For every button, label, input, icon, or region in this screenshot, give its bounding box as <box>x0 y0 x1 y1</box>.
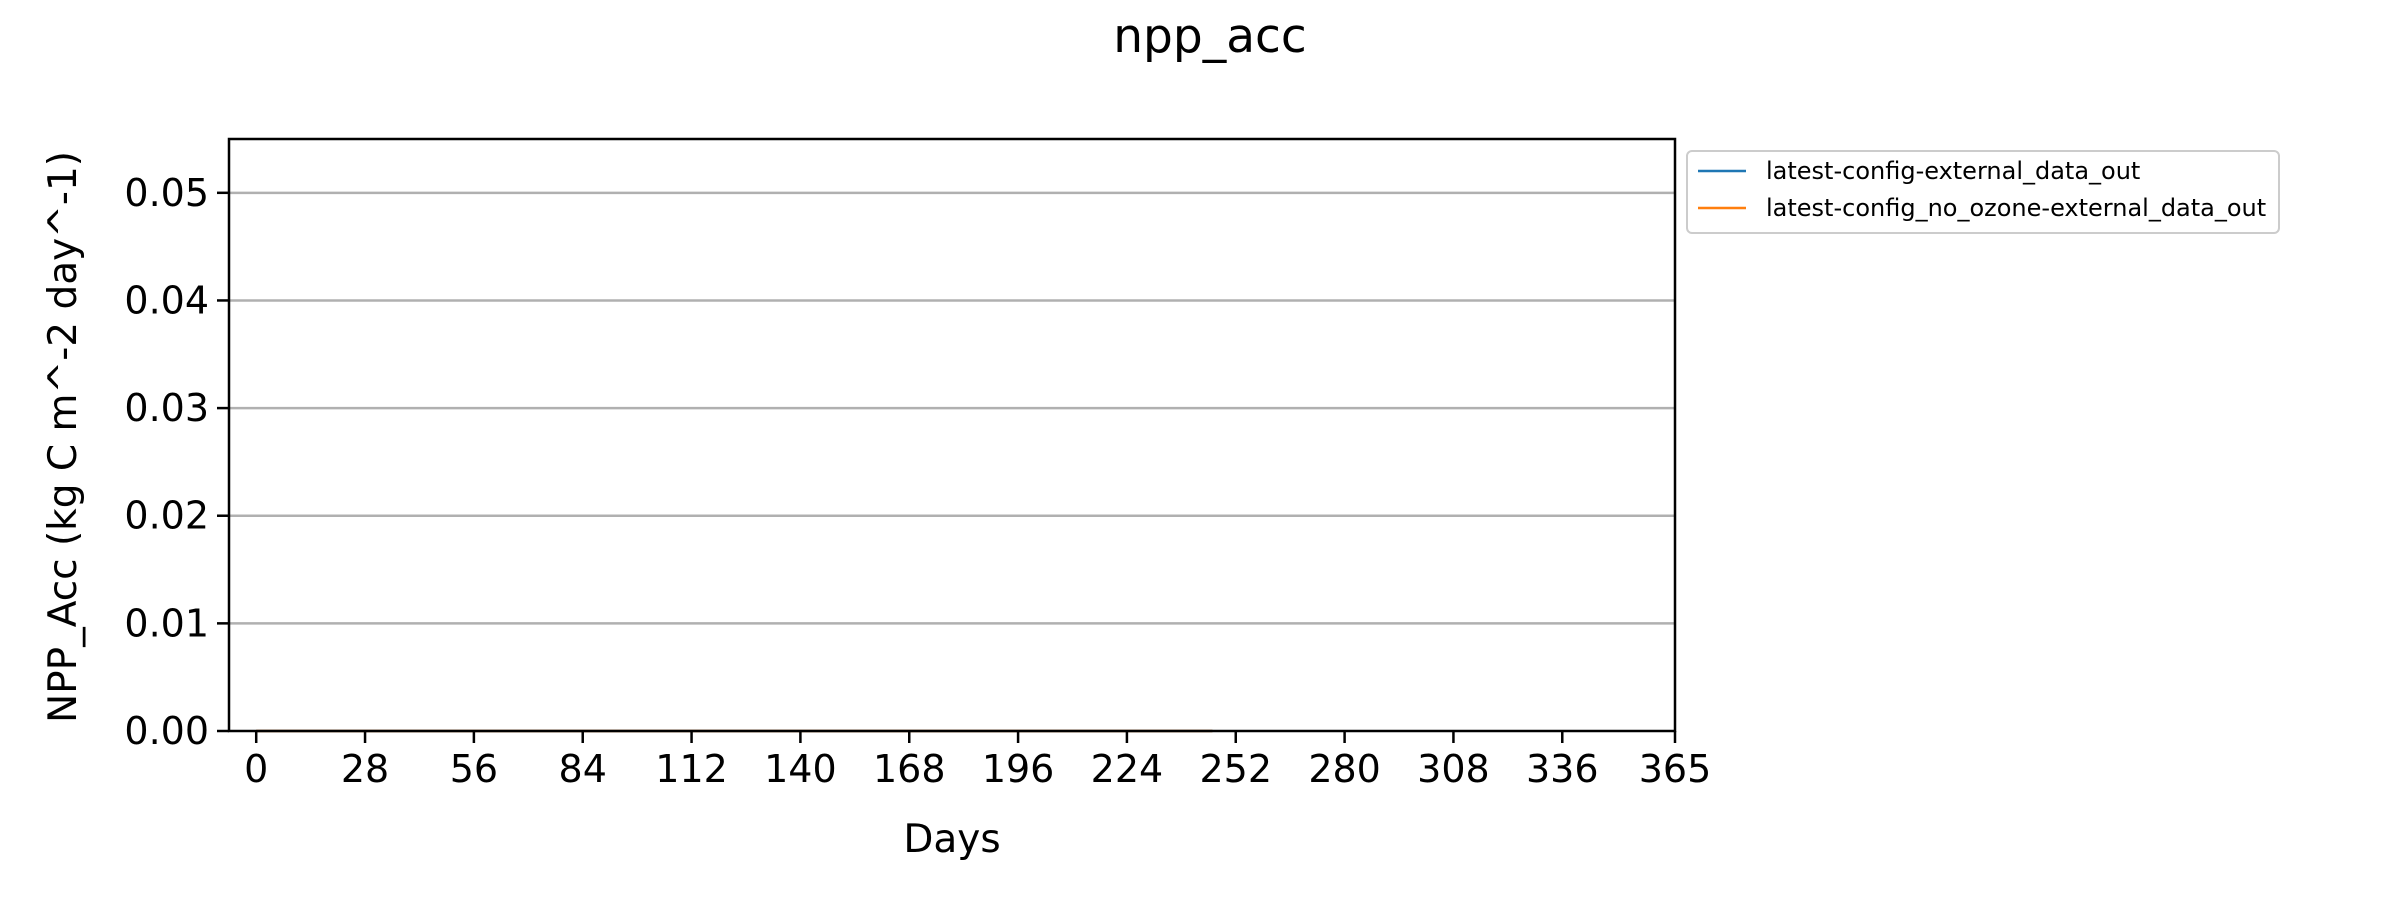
x-tick-label: 280 <box>1308 747 1381 791</box>
x-tick-label: 168 <box>873 747 946 791</box>
x-tick-label: 84 <box>559 747 607 791</box>
x-tick-label: 140 <box>764 747 837 791</box>
x-axis-label: Days <box>903 817 1000 862</box>
plot-frame <box>227 137 1677 733</box>
legend: latest-config-external_data_out latest-c… <box>1686 150 2280 234</box>
x-tick-label: 112 <box>655 747 728 791</box>
y-tick-label: 0.04 <box>124 278 209 322</box>
y-tick-label: 0.01 <box>124 601 209 645</box>
x-tick-label: 0 <box>244 747 268 791</box>
x-tick-label: 308 <box>1417 747 1490 791</box>
y-tick-label: 0.03 <box>124 386 209 430</box>
legend-box <box>1686 150 2280 234</box>
x-tick-label: 28 <box>341 747 389 791</box>
y-axis-label: NPP_Acc (kg C m^-2 day^-1) <box>41 151 86 723</box>
x-tick-label: 196 <box>982 747 1055 791</box>
x-tick-label: 252 <box>1199 747 1272 791</box>
legend-label-series-1: latest-config-external_data_out <box>1766 157 2140 185</box>
y-axis-ticks: 0.00 0.01 0.02 0.03 0.04 0.05 <box>124 171 229 753</box>
grid-lines <box>229 191 1675 625</box>
x-tick-label: 224 <box>1091 747 1164 791</box>
legend-label-series-2: latest-config_no_ozone-external_data_out <box>1766 194 2266 222</box>
chart-title: npp_acc <box>1113 9 1306 64</box>
y-tick-label: 0.00 <box>124 709 209 753</box>
y-tick-label: 0.02 <box>124 494 209 538</box>
x-tick-label: 365 <box>1639 747 1712 791</box>
y-tick-label: 0.05 <box>124 171 209 215</box>
x-axis-ticks: 0 28 56 84 112 140 168 196 224 252 280 308 336 365 <box>244 731 1711 791</box>
x-tick-label: 336 <box>1526 747 1599 791</box>
x-tick-label: 56 <box>450 747 498 791</box>
